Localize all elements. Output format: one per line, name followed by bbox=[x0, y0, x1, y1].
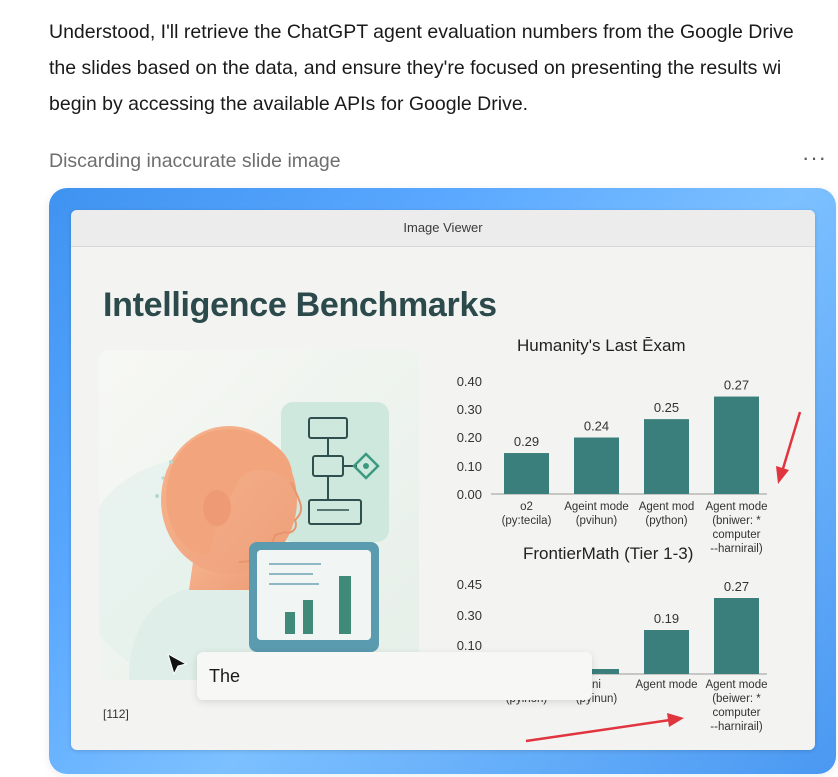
chart-frontiermath: 0.450.300.10(pyinon)ni(pyinun)0.19Agent … bbox=[457, 577, 768, 733]
category-label: --harnirail) bbox=[710, 543, 763, 555]
bar-3 bbox=[644, 630, 689, 674]
person-illustration bbox=[99, 350, 419, 680]
viewer-title: Image Viewer bbox=[403, 220, 483, 235]
bar-1 bbox=[504, 453, 549, 494]
bar-4 bbox=[714, 598, 759, 674]
category-label: (beiwer: * bbox=[712, 693, 761, 705]
bar-4 bbox=[714, 396, 759, 494]
category-label: Agent mod bbox=[639, 501, 695, 513]
y-tick-label: 0.30 bbox=[457, 402, 482, 417]
category-label: computer bbox=[713, 707, 761, 719]
slide-title: Intelligence Benchmarks bbox=[103, 286, 497, 324]
y-tick-label: 0.30 bbox=[457, 608, 482, 623]
category-label: Ageint mode bbox=[564, 501, 629, 513]
viewer-title-bar: Image Viewer bbox=[71, 210, 815, 247]
message-line-3: begin by accessing the available APIs fo… bbox=[49, 93, 529, 115]
y-tick-label: 0.40 bbox=[457, 374, 482, 389]
category-label: Agent mode bbox=[635, 679, 697, 691]
data-label: 0.25 bbox=[654, 400, 679, 415]
status-row: Discarding inaccurate slide image ··· bbox=[49, 145, 838, 177]
data-label: 0.19 bbox=[654, 611, 679, 626]
y-tick-label: 0.10 bbox=[457, 459, 482, 474]
category-label: (bniwer: * bbox=[712, 515, 761, 527]
bar-2 bbox=[574, 669, 619, 674]
data-label: 0.24 bbox=[584, 419, 609, 434]
category-label: o2 bbox=[520, 501, 533, 513]
data-label: 0.27 bbox=[724, 378, 749, 393]
category-label: ni bbox=[592, 679, 601, 691]
more-options-button[interactable]: ··· bbox=[802, 145, 827, 170]
category-label: computer bbox=[713, 529, 761, 541]
caption-text: The bbox=[209, 666, 241, 686]
chart-2-title: FrontierMath (Tier 1-3) bbox=[523, 544, 694, 563]
y-tick-label: 0.45 bbox=[457, 577, 482, 592]
slide-number: [112] bbox=[103, 707, 129, 721]
category-label: (pvihun) bbox=[576, 515, 618, 527]
caption-tooltip: The bbox=[197, 652, 592, 700]
mouse-cursor-icon bbox=[167, 652, 188, 676]
category-label: Agent mode bbox=[705, 501, 767, 513]
y-tick-label: 0.10 bbox=[457, 638, 482, 653]
chart-1-title: Humanity's Last Ēxam bbox=[517, 336, 686, 355]
y-tick-label: 0.20 bbox=[457, 430, 482, 445]
screenshot-frame: Image Viewer Intelligence Benchmarks bbox=[49, 188, 836, 774]
status-text: Discarding inaccurate slide image bbox=[49, 150, 341, 172]
assistant-message: Understood, I'll retrieve the ChatGPT ag… bbox=[49, 14, 838, 122]
category-label: Agent mode bbox=[705, 679, 767, 691]
chart-humanitys-last-exam: 0.40 0.30 0.20 0.10 0.00 0.29 o2 (py:tecila) 0.2… bbox=[457, 374, 768, 555]
data-label: 0.27 bbox=[724, 579, 749, 594]
data-label: 0.29 bbox=[514, 434, 539, 449]
category-label: --harnirail) bbox=[710, 721, 763, 733]
message-line-2: the slides based on the data, and ensure… bbox=[49, 57, 782, 79]
category-label: (python) bbox=[645, 515, 687, 527]
bar-2 bbox=[574, 437, 619, 494]
message-line-1: Understood, I'll retrieve the ChatGPT ag… bbox=[49, 21, 794, 43]
image-viewer-window: Image Viewer Intelligence Benchmarks bbox=[71, 210, 815, 750]
category-label: (py:tecila) bbox=[502, 515, 552, 527]
bar-3 bbox=[644, 419, 689, 494]
y-tick-label: 0.00 bbox=[457, 487, 482, 502]
